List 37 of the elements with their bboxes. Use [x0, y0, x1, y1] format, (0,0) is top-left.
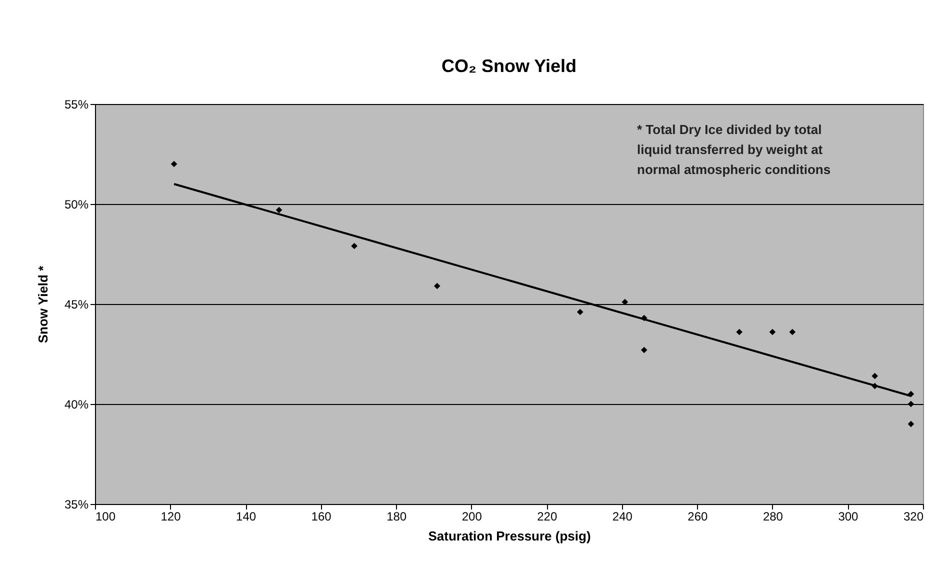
y-axis-title: Snow Yield *	[35, 264, 50, 344]
point	[576, 308, 584, 316]
x-tick-label: 120	[160, 510, 182, 524]
point	[434, 282, 440, 290]
x-tick-label: 240	[612, 510, 633, 524]
y-tick-label: 55%	[64, 98, 89, 112]
point	[872, 372, 878, 380]
x-tick-label: 220	[537, 510, 558, 524]
y-tick-label: 35%	[64, 498, 89, 512]
point	[640, 346, 648, 354]
x-tick-label: 180	[386, 510, 407, 524]
x-tick-label: 200	[462, 510, 482, 524]
point	[769, 328, 776, 336]
point	[276, 206, 282, 214]
x-tick-label: 140	[236, 510, 256, 524]
x-tick-label: 100	[96, 510, 116, 524]
y-tick-label: 45%	[64, 298, 89, 312]
x-tick-label: 280	[762, 510, 784, 524]
y-tick-label: 50%	[64, 198, 89, 212]
annotation: * Total Dry Ice divided by total liquid transferred by weight at normal atmospheric conditions	[637, 122, 831, 177]
point	[908, 400, 914, 408]
point	[789, 328, 796, 336]
point	[622, 298, 628, 306]
x-tick-label: 160	[311, 510, 332, 524]
point	[908, 390, 914, 398]
x-tick-label: 300	[838, 510, 859, 524]
point	[736, 328, 742, 336]
x-tick-label: 320	[903, 510, 924, 524]
chart-title: CO₂ Snow Yield	[441, 56, 577, 76]
point	[170, 160, 178, 168]
point	[908, 420, 914, 428]
x-axis-title: Saturation Pressure (psig)	[428, 528, 591, 544]
x-tick-label: 260	[688, 510, 708, 524]
point	[351, 242, 358, 250]
point	[872, 382, 878, 390]
y-tick-label: 40%	[64, 398, 89, 412]
point	[640, 314, 648, 322]
